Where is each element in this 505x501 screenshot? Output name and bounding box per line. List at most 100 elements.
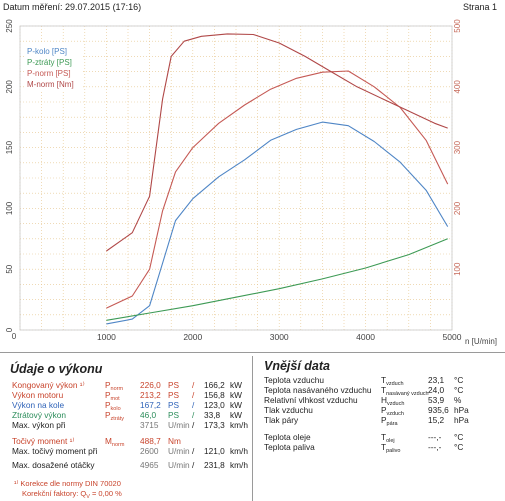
performance-unit-1: U/min: [168, 446, 190, 456]
series-line: [106, 238, 448, 321]
performance-unit-1: Nm: [168, 436, 181, 446]
performance-unit-2: kW: [230, 410, 242, 420]
external-symbol: Tolej: [381, 432, 395, 444]
performance-value-1: 213,2: [140, 390, 161, 400]
din-footnote: ¹⁾ Korekce dle normy DIN 70020: [14, 479, 121, 488]
series-line: [106, 70, 449, 309]
external-symbol: Tnasávaný vzduch: [381, 385, 429, 397]
legend-entry: P-kolo [PS]: [27, 47, 67, 56]
performance-value-2: 166,2: [204, 380, 225, 390]
x-axis-label: n [U/min]: [465, 337, 497, 346]
performance-value-1: 4965: [140, 460, 159, 470]
external-unit: °C: [454, 385, 464, 395]
external-value: 935,6: [428, 405, 449, 415]
y-left-tick-label: 100: [5, 201, 14, 215]
external-label: Relativní vlhkost vzduchu: [264, 395, 358, 405]
external-symbol: Pvzduch: [381, 405, 404, 417]
performance-value-1: 46,0: [140, 410, 157, 420]
x-tick-label: 2000: [183, 332, 202, 342]
measurement-date: Datum měření: 29.07.2015 (17:16): [3, 2, 142, 12]
performance-title: Údaje o výkonu: [10, 362, 103, 376]
performance-separator: /: [192, 420, 195, 430]
performance-value-2: 156,8: [204, 390, 225, 400]
performance-unit-1: PS: [168, 380, 180, 390]
performance-unit-1: PS: [168, 390, 180, 400]
external-value: 15,2: [428, 415, 445, 425]
performance-label: Výkon na kole: [12, 400, 65, 410]
legend-entry: M-norm [Nm]: [27, 80, 74, 89]
external-label: Tlak páry: [264, 415, 299, 425]
correction-factor: Korekční faktory: QV = 0,00 %: [22, 489, 122, 500]
y-left-tick-label: 0: [5, 327, 14, 332]
external-label: Teplota vzduchu: [264, 375, 324, 385]
performance-value-1: 488,7: [140, 436, 161, 446]
legend-box: [25, 44, 83, 90]
chart-grid: [19, 25, 453, 331]
external-value: ---,-: [428, 442, 442, 452]
external-unit: °C: [454, 442, 464, 452]
external-unit: %: [454, 395, 462, 405]
chart-legend: P-kolo [PS] P-ztráty [PS] P-norm [PS] M-nor…: [25, 44, 83, 90]
performance-unit-2: kW: [230, 390, 242, 400]
x-tick-label: 0: [12, 332, 17, 341]
x-tick-label: 4000: [356, 332, 375, 342]
performance-unit-1: U/min: [168, 460, 190, 470]
performance-separator: /: [192, 380, 195, 390]
external-value: 24,0: [428, 385, 445, 395]
external-label: Tlak vzduchu: [264, 405, 313, 415]
performance-label: Max. točivý moment při: [12, 446, 98, 456]
performance-value-1: 3715: [140, 420, 159, 430]
performance-label: Kongovaný výkon ¹⁾: [12, 380, 85, 390]
performance-value-2: 173,3: [204, 420, 225, 430]
y-right-tick-label: 100: [453, 262, 462, 276]
performance-unit-2: km/h: [230, 460, 248, 470]
y-left-tick-label: 250: [5, 19, 14, 33]
page-label: Strana 1: [462, 2, 497, 12]
performance-symbol: Mnorm: [105, 436, 125, 448]
x-tick-label: 1000: [97, 332, 116, 342]
performance-unit-2: km/h: [230, 420, 248, 430]
performance-symbol: Pkolo: [105, 400, 121, 412]
external-symbol: Tpalivo: [381, 442, 401, 454]
performance-unit-2: kW: [230, 380, 242, 390]
performance-value-1: 167,2: [140, 400, 161, 410]
column-divider: [252, 356, 253, 501]
external-unit: °C: [454, 375, 464, 385]
performance-value-2: 123,0: [204, 400, 225, 410]
performance-label: Ztrátový výkon: [12, 410, 66, 420]
y-right-tick-label: 300: [453, 140, 462, 154]
performance-value-1: 2600: [140, 446, 159, 456]
plot-frame: [19, 25, 453, 331]
performance-separator: /: [192, 390, 195, 400]
external-symbol: Hvzduch: [381, 395, 405, 407]
chart-axes: [19, 25, 453, 331]
y-left-tick-label: 150: [5, 140, 14, 154]
performance-label: Max. výkon při: [12, 420, 66, 430]
performance-separator: /: [192, 410, 195, 420]
performance-value-2: 33,8: [204, 410, 221, 420]
y-right-tick-label: 200: [453, 201, 462, 215]
performance-separator: /: [192, 446, 195, 456]
external-label: Teplota paliva: [264, 442, 315, 452]
legend-entry: P-ztráty [PS]: [27, 58, 72, 67]
legend-entry: P-norm [PS]: [27, 69, 71, 78]
power-torque-chart: P-kolo [PS] P-ztráty [PS] P-norm [PS] M-nor…: [5, 19, 497, 346]
performance-symbol: Pnorm: [105, 380, 124, 392]
external-data-title: Vnější data: [264, 359, 330, 373]
external-unit: hPa: [454, 415, 469, 425]
external-symbol: Ppára: [381, 415, 398, 427]
chart-series: [106, 33, 449, 325]
performance-unit-1: PS: [168, 410, 180, 420]
section-divider: [0, 352, 505, 353]
y-right-tick-label: 400: [453, 80, 462, 94]
performance-value-2: 231,8: [204, 460, 225, 470]
performance-unit-2: km/h: [230, 446, 248, 456]
performance-unit-2: kW: [230, 400, 242, 410]
series-line: [106, 121, 449, 325]
performance-separator: /: [192, 460, 195, 470]
external-value: ---,-: [428, 432, 442, 442]
performance-symbol: Pmot: [105, 390, 120, 402]
performance-unit-1: U/min: [168, 420, 190, 430]
external-unit: hPa: [454, 405, 469, 415]
performance-separator: /: [192, 400, 195, 410]
